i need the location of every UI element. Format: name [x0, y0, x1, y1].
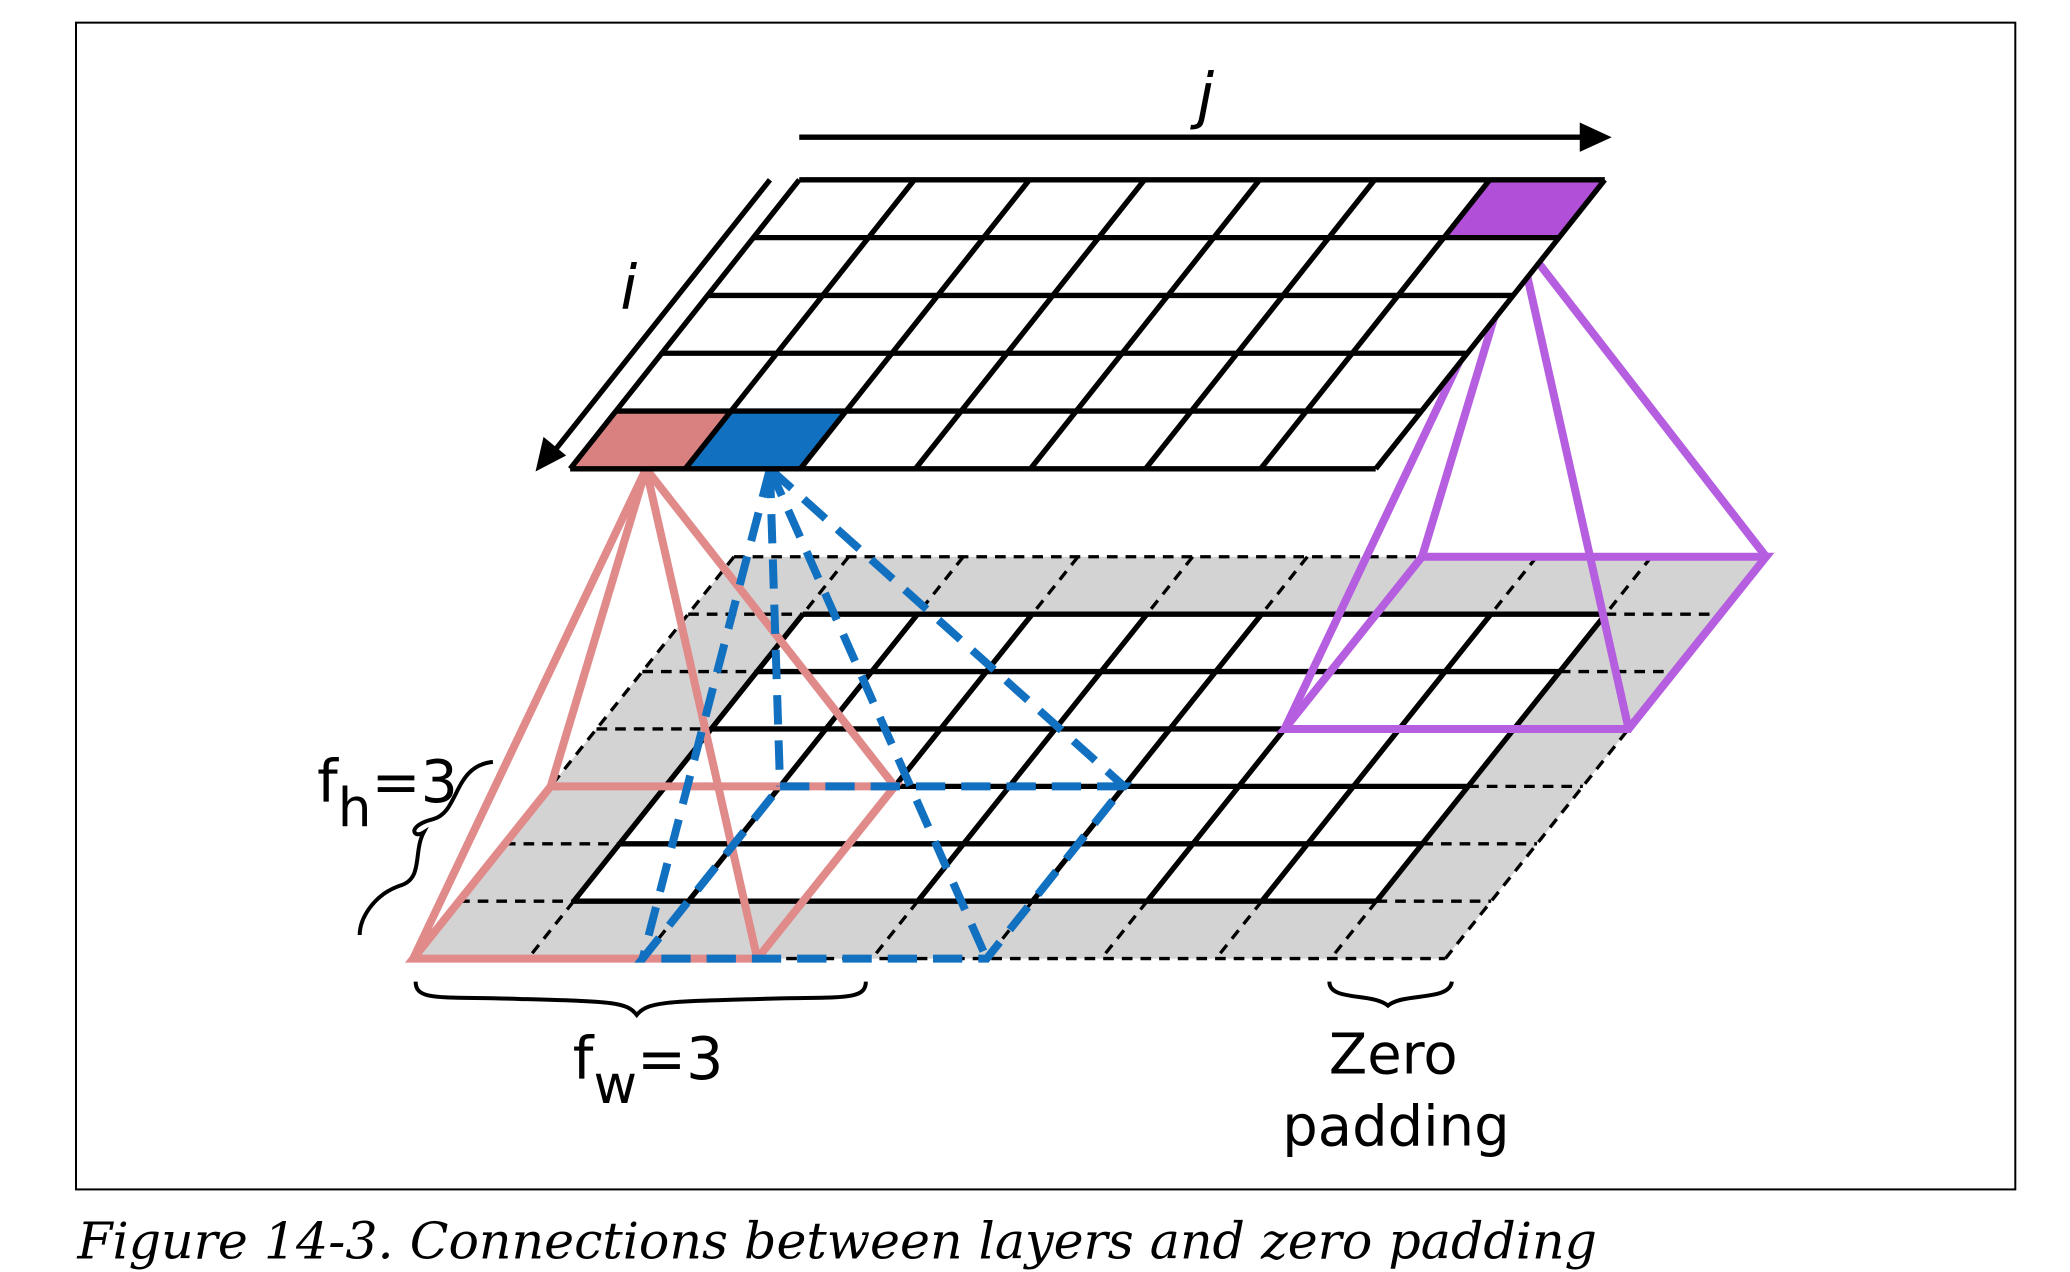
padding-line: [1100, 900, 1149, 960]
padding-line: [801, 555, 850, 616]
i-arrowhead: [535, 436, 567, 472]
field-edge: [642, 467, 762, 960]
padding-line: [1145, 555, 1195, 616]
padding-line: [1214, 900, 1264, 960]
grid-line: [568, 178, 802, 471]
grid-line: [1374, 612, 1608, 903]
padding-line: [870, 900, 920, 960]
padding-line: [1260, 555, 1309, 616]
field-edge: [767, 465, 1127, 790]
padding-line: [1030, 555, 1080, 616]
grid-line: [571, 612, 805, 903]
field-base: [634, 782, 1133, 963]
padding-line: [1604, 555, 1653, 616]
grid-line: [1143, 178, 1377, 471]
receptive-fields: [404, 234, 1775, 963]
highlight-cell: [685, 411, 847, 469]
grid-line: [915, 612, 1149, 903]
grid-line: [1028, 178, 1262, 471]
output-layer: [568, 177, 1607, 472]
fh-symbol: f: [317, 748, 339, 816]
fh-value: =3: [371, 748, 457, 816]
field-edge: [642, 466, 898, 789]
zero-padding-label: Zero: [1329, 1023, 1458, 1088]
padding-line: [1489, 555, 1539, 616]
fw-label: fw=3: [573, 1025, 724, 1116]
fw-subscript: w: [593, 1054, 637, 1116]
field-edge: [409, 467, 650, 961]
caption: Figure 14-3. Connections between layers …: [76, 1212, 1597, 1271]
grid-line: [1259, 612, 1494, 903]
grid-line: [1373, 178, 1607, 471]
highlight-cell: [570, 411, 732, 469]
fw-brace: [413, 981, 868, 1019]
output-area: [570, 179, 1605, 469]
zero-padding-brace: [1327, 980, 1454, 1009]
fh-brace: [357, 759, 494, 936]
field-edge: [638, 467, 774, 960]
field-edge: [765, 468, 785, 787]
j-arrowhead: [1579, 122, 1612, 152]
grid-line: [1258, 178, 1492, 471]
fw-symbol: f: [573, 1025, 595, 1093]
grid-line: [798, 178, 1032, 471]
field-edge: [546, 467, 650, 788]
field-edge: [1514, 236, 1633, 730]
fw-value: =3: [637, 1025, 723, 1093]
i-arrow: [550, 178, 773, 455]
annotations: j i fh=3 fw=3 Zero padding: [317, 61, 1612, 1159]
zero-padding-label: padding: [1282, 1094, 1509, 1159]
highlight-cell: [1443, 179, 1605, 238]
padding-line: [526, 900, 576, 960]
fh-label: fh=3: [317, 748, 458, 839]
grid-line: [913, 178, 1147, 471]
grid-line: [683, 178, 917, 471]
fh-subscript: h: [338, 777, 372, 839]
field-edge: [1515, 234, 1770, 560]
i-label: i: [620, 253, 637, 324]
padding-line: [1329, 900, 1378, 960]
